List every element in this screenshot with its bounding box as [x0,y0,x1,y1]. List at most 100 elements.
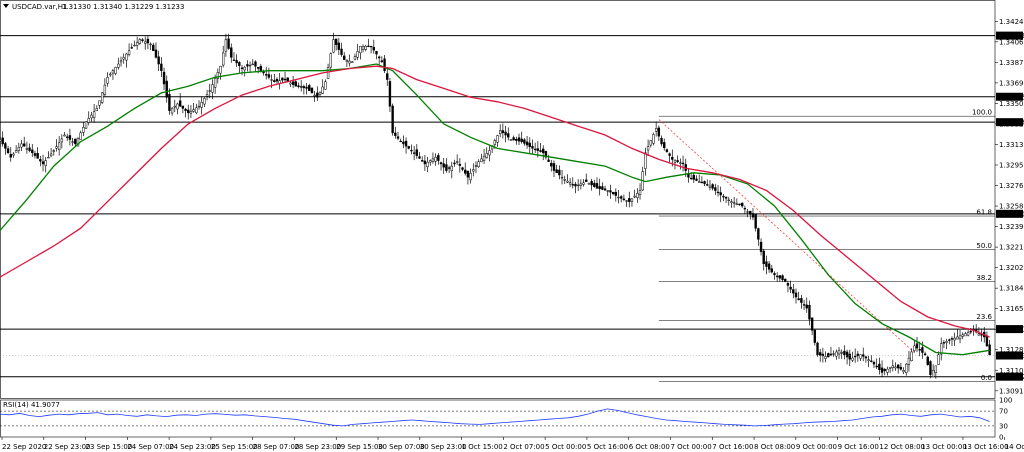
candle-body [259,65,263,71]
candle-body [340,48,343,55]
candle-body [956,336,959,340]
candle-body [582,182,585,185]
candle-body [267,74,271,78]
candle-body [6,148,10,154]
candle-body [835,351,838,357]
candle-body [905,363,908,373]
candle-body [531,145,534,149]
triangle-down-icon[interactable] [3,4,9,8]
candle-body [55,146,58,149]
candle-body [447,167,451,169]
candle-body [808,304,811,320]
candle-body [114,67,117,74]
candle-body [248,64,252,67]
candle-body [576,184,580,187]
candle-body [111,70,115,74]
candle-body [488,150,491,156]
candle-body [47,156,50,159]
candle-body [52,150,55,152]
ohlc-values: 1.31330 1.31340 1.31229 1.31233 [62,3,184,11]
candle-body [676,160,679,162]
candle-body [9,154,12,158]
candle-body [291,81,295,85]
candle-body [915,343,919,349]
candle-body [539,150,542,152]
candle-body [754,213,757,229]
price-tag [996,92,1023,101]
candle-body [773,273,776,276]
x-tick-label: 9 Oct 16:00 [838,443,879,451]
candle-body [633,195,636,198]
chart-header: USDCAD.var,H1 1.31330 1.31340 1.31229 1.… [3,3,184,11]
candle-body [33,153,37,156]
candle-body [719,192,722,196]
x-tick-label: 12 Oct 08:00 [879,443,925,451]
candle-body [601,186,604,190]
candle-body [431,158,435,162]
candle-body [197,105,201,108]
candle-body [396,136,400,139]
candle-body [480,158,483,163]
candle-body [388,81,392,107]
candle-body [49,153,53,157]
candle-body [60,138,64,143]
price-tag [996,31,1023,40]
candle-body [402,141,405,145]
candle-body [20,143,23,148]
candle-body [493,140,497,145]
candle-body [238,62,241,66]
candle-body [92,111,96,118]
candle-body [450,165,453,171]
candle-body [71,141,74,143]
candle-body [819,352,822,356]
candle-body [160,63,163,71]
fib-level-label: 23.6 [976,313,992,321]
candle-body [525,141,529,146]
candle-body [275,78,279,82]
candle-body [28,147,31,151]
candle-body [969,330,972,333]
candle-body [827,353,830,358]
candle-body [751,213,755,218]
fib-level-label: 0.0 [981,374,992,382]
candle-body [332,39,335,53]
candle-body [574,183,577,187]
candle-body [299,86,303,88]
price-tag-label: 1.33336 [998,119,1024,127]
candle-body [533,148,537,151]
candle-body [515,138,518,141]
y-tick-label: 1.33690 [999,79,1024,87]
rsi-tick-label: 0 [999,434,1003,442]
candle-body [203,98,206,105]
x-tick-label: 28 Sep 07:00 [253,443,300,451]
candle-body [563,179,566,181]
candle-body [474,165,478,167]
candle-body [883,369,886,372]
y-tick-label: 1.32395 [999,223,1024,231]
candle-body [324,81,327,90]
candle-body [853,355,857,358]
candle-body [375,50,378,55]
candle-body [157,56,160,65]
candle-body [84,121,88,129]
candle-body [778,275,782,279]
candle-body [31,149,34,154]
candle-body [391,105,394,134]
rsi-line [0,408,990,427]
candle-body [775,275,779,278]
candle-body [918,349,921,351]
candle-body [856,353,860,357]
candle-body [90,114,93,119]
candle-body [544,151,548,158]
candle-body [673,160,677,163]
candle-body [165,80,168,98]
y-tick-label: 1.34060 [999,38,1024,46]
candle-body [716,191,720,194]
candle-body [472,169,475,172]
candle-body [297,85,300,88]
candle-body [859,354,862,359]
candle-body [649,140,652,146]
candle-body [273,80,276,83]
candle-body [622,198,626,200]
candle-body [294,81,298,87]
